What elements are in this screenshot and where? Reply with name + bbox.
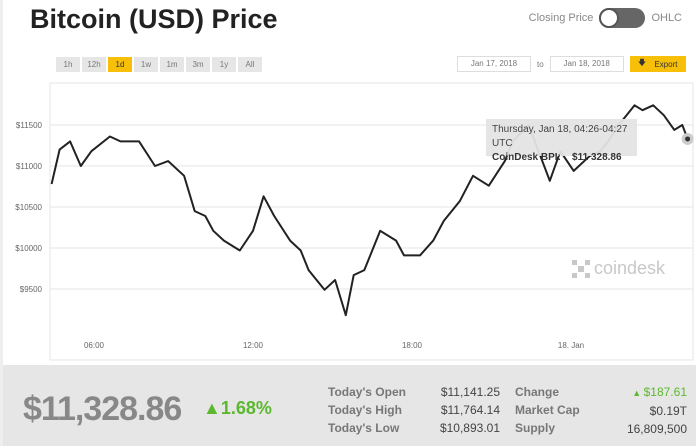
download-arrow-icon: 🡇: [637, 58, 647, 67]
closing-price-label: Closing Price: [528, 12, 594, 24]
to-label: to: [537, 59, 544, 69]
export-label: Export: [654, 59, 678, 69]
x-tick-label: 06:00: [84, 341, 105, 350]
chart-mode-toggle-group: Closing Price OHLC: [529, 8, 682, 28]
x-tick-label: 18. Jan: [558, 341, 584, 350]
stat-value: 16,809,500: [626, 422, 687, 436]
range-1d[interactable]: 1d: [108, 57, 132, 72]
stat-label: Supply: [515, 421, 556, 435]
tooltip-value: $11 328.86: [572, 152, 622, 163]
y-tick-label: $9500: [20, 285, 43, 294]
stats-values-1: $11,141.25 $11,764.14 $10,893.01: [423, 383, 500, 437]
range-1m[interactable]: 1m: [160, 57, 184, 72]
range-12h[interactable]: 12h: [82, 57, 106, 72]
stat-label: Today's Open: [328, 385, 406, 399]
stat-value: $11,141.25: [440, 385, 500, 399]
change-percent: ▲1.68%: [203, 398, 272, 418]
stat-value: $0.19T: [649, 404, 687, 418]
coindesk-logo-icon: [572, 259, 590, 278]
chart-mode-toggle[interactable]: [599, 8, 646, 28]
tooltip-label: CoinDesk BPI:: [492, 152, 561, 163]
export-button[interactable]: 🡇 Export: [629, 56, 686, 72]
x-tick-label: 18:00: [402, 341, 423, 350]
stat-label: Market Cap: [515, 403, 580, 417]
price-chart[interactable]: $11500 $11000 $10500 $10000 $9500 06:00 12:00 1…: [0, 80, 696, 365]
range-all[interactable]: All: [238, 57, 262, 72]
up-triangle-icon: ▲: [632, 388, 644, 398]
date-to-input[interactable]: Jan 18, 2018: [549, 56, 624, 72]
date-range: Jan 17, 2018 to Jan 18, 2018 🡇 Export: [457, 56, 686, 72]
range-1h[interactable]: 1h: [56, 57, 80, 72]
stats-values-2: ▲ $187.61 $0.19T 16,809,500: [603, 383, 687, 438]
summary-panel: $11,328.86 ▲1.68% Today's Open Today's H…: [3, 365, 696, 446]
stat-label: Today's High: [328, 403, 402, 417]
hover-marker: [685, 136, 691, 142]
stat-label: Change: [515, 385, 560, 399]
y-tick-label: $10000: [15, 244, 42, 253]
tooltip-time: Thursday, Jan 18, 04:26-04:27 UTC: [492, 124, 628, 149]
chart-tooltip: Thursday, Jan 18, 04:26-04:27 UTC CoinDe…: [486, 119, 637, 163]
left-edge: [0, 0, 3, 446]
page-title: Bitcoin (USD) Price: [30, 4, 278, 34]
stat-value: $10,893.01: [439, 421, 500, 435]
stats-labels-1: Today's Open Today's High Today's Low: [328, 383, 406, 437]
x-tick-label: 12:00: [243, 341, 264, 350]
date-from-input[interactable]: Jan 17, 2018: [457, 56, 531, 72]
range-1y[interactable]: 1y: [212, 57, 236, 72]
ohlc-label: OHLC: [651, 12, 682, 24]
plot-frame: [49, 82, 694, 361]
up-triangle-icon: ▲: [203, 398, 221, 418]
range-1w[interactable]: 1w: [134, 57, 158, 72]
stats-labels-2: Change Market Cap Supply: [515, 383, 580, 437]
range-3m[interactable]: 3m: [186, 57, 210, 72]
y-tick-label: $10500: [15, 203, 42, 212]
stat-value: $11,764.14: [440, 403, 500, 417]
stat-value-change: ▲ $187.61: [632, 385, 687, 399]
coindesk-logo: coindesk: [572, 258, 665, 279]
current-price: $11,328.86: [23, 390, 182, 428]
range-buttons: 1h 12h 1d 1w 1m 3m 1y All: [56, 57, 262, 72]
stat-label: Today's Low: [328, 421, 400, 435]
y-tick-label: $11000: [16, 162, 43, 171]
coindesk-logo-text: coindesk: [594, 258, 666, 278]
y-tick-label: $11500: [16, 121, 43, 130]
